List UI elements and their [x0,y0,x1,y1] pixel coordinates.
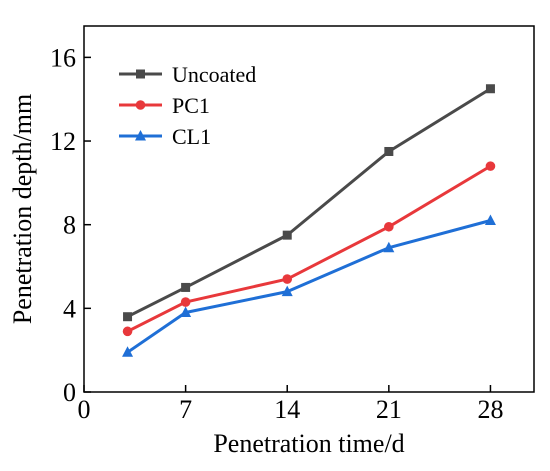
data-point-cl1 [281,285,293,297]
y-tick-label: 12 [50,127,76,156]
legend-marker [135,100,146,110]
x-tick-label: 28 [477,395,503,424]
y-tick-label: 4 [63,294,76,323]
x-axis: 0 7 14 21 28 [78,385,503,424]
x-tick-label: 0 [78,395,91,424]
data-point-cl1 [484,214,496,226]
legend-item-cl1: CL1 [119,124,211,149]
legend-marker [136,69,145,79]
data-point-cl1 [122,346,134,357]
legend-label: CL1 [172,124,211,149]
data-point-cl1 [383,241,395,253]
data-point-uncoated [123,312,133,322]
legend-item-pc1: PC1 [119,93,210,118]
data-point-uncoated [181,282,191,292]
y-tick-label: 0 [63,378,76,407]
legend-label: Uncoated [172,62,256,87]
x-axis-title: Penetration time/d [213,429,404,458]
data-point-pc1 [485,161,496,171]
legend-label: PC1 [172,93,210,118]
series-uncoated [123,84,495,322]
x-tick-label: 21 [376,395,402,424]
x-tick-label: 7 [179,395,192,424]
data-point-uncoated [485,84,495,94]
data-point-uncoated [384,146,394,156]
series-layer [122,84,496,357]
y-axis: 0 4 8 12 16 [50,43,91,407]
legend: Uncoated PC1 CL1 [119,62,256,149]
data-point-cl1 [180,306,192,318]
legend-item-uncoated: Uncoated [119,62,256,87]
data-point-pc1 [282,274,293,284]
y-tick-label: 16 [50,43,76,72]
y-tick-label: 8 [63,211,76,240]
data-point-pc1 [122,326,133,337]
series-line-pc1 [126,164,492,333]
plot-frame [83,25,535,393]
series-pc1 [122,161,496,337]
series-cl1 [122,214,496,357]
y-axis-title: Penetration depth/mm [8,94,37,324]
legend-marker [135,130,146,141]
x-tick-label: 14 [274,395,300,424]
data-point-pc1 [384,221,394,232]
data-point-uncoated [282,230,292,240]
data-point-pc1 [180,297,191,307]
